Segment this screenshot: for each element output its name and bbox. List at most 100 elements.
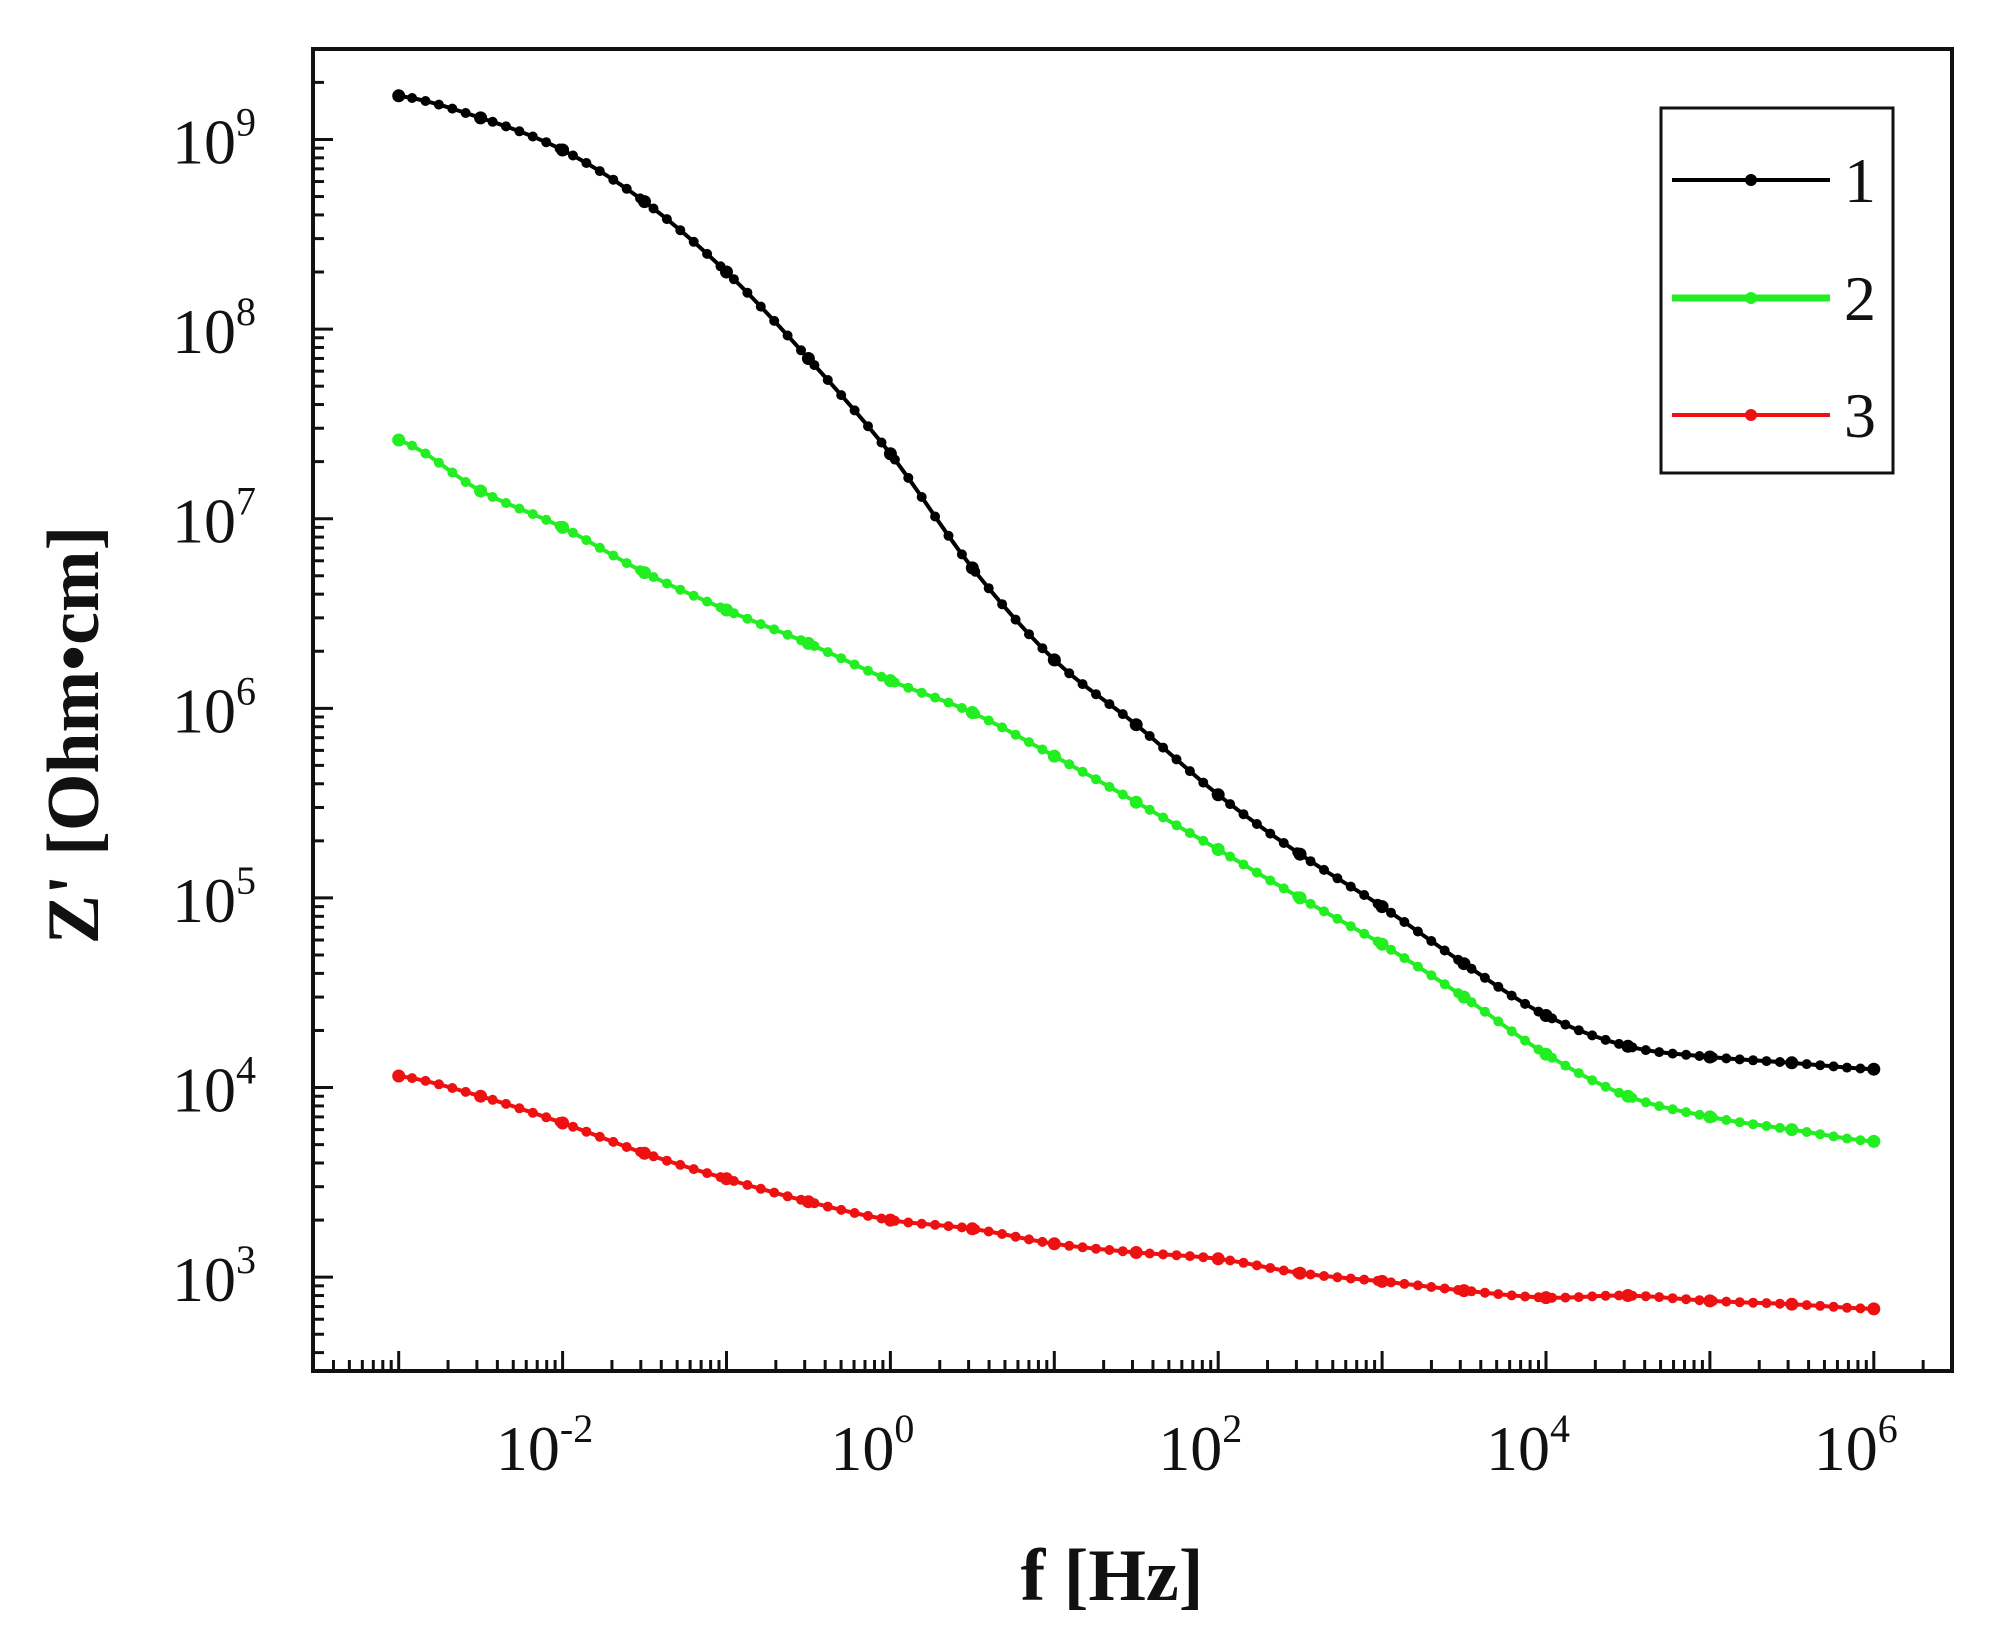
data-point	[769, 315, 780, 326]
data-point	[1828, 1301, 1839, 1312]
data-point	[1238, 809, 1249, 820]
legend-label-1: 1	[1844, 145, 1876, 216]
series-line-2	[397, 438, 1874, 1144]
y-tick-label-base: 10	[172, 1244, 236, 1315]
data-point	[447, 1083, 458, 1093]
data-point	[1332, 1272, 1343, 1283]
legend-box	[1659, 106, 1895, 475]
data-point	[1010, 1231, 1021, 1242]
data-point	[983, 715, 994, 726]
data-point	[1091, 689, 1101, 700]
data-point	[407, 440, 418, 451]
data-point	[755, 1183, 766, 1194]
x-tick-label-base: 10	[1486, 1413, 1550, 1484]
data-point	[581, 158, 592, 168]
data-point	[956, 549, 967, 560]
data-point	[1158, 742, 1169, 753]
data-marker	[1785, 1297, 1799, 1311]
data-marker	[638, 566, 651, 580]
data-marker	[883, 674, 897, 688]
data-point	[956, 1222, 967, 1233]
data-point	[581, 1126, 592, 1137]
data-marker	[1047, 749, 1061, 763]
data-point	[1037, 643, 1048, 654]
data-marker	[392, 1069, 406, 1083]
data-marker	[801, 636, 815, 650]
data-point	[568, 150, 578, 161]
data-point	[702, 248, 713, 259]
y-tick-label: 109	[172, 99, 256, 177]
x-tick-label: 106	[1814, 1406, 1898, 1484]
data-point	[688, 1164, 699, 1175]
data-point	[541, 514, 552, 525]
data-point	[1225, 851, 1236, 862]
data-marker	[801, 1195, 815, 1209]
y-tick-label: 104	[172, 1048, 256, 1126]
data-marker	[638, 195, 651, 209]
data-point	[1774, 1057, 1785, 1067]
data-point	[1319, 906, 1329, 917]
data-point	[1064, 759, 1075, 770]
data-point	[1426, 1282, 1437, 1292]
data-point	[514, 503, 525, 514]
data-point	[487, 116, 498, 127]
y-tick-label-exponent: 3	[236, 1237, 256, 1282]
data-point	[1721, 1053, 1732, 1064]
data-point	[541, 1112, 552, 1123]
data-point	[1117, 709, 1128, 720]
data-point	[849, 659, 860, 670]
data-point	[903, 1217, 914, 1228]
data-point	[594, 1131, 605, 1142]
data-point	[433, 99, 444, 110]
data-marker	[1867, 1134, 1881, 1148]
data-point	[460, 108, 471, 118]
data-marker	[883, 447, 897, 461]
data-point	[608, 550, 619, 561]
data-marker	[1785, 1056, 1799, 1070]
data-point	[836, 390, 847, 401]
data-point	[433, 1079, 444, 1090]
data-marker	[720, 265, 733, 279]
data-point	[1104, 699, 1115, 710]
data-point	[1600, 1290, 1611, 1301]
x-tick-label-exponent: 4	[1550, 1406, 1570, 1451]
data-point	[1412, 961, 1423, 972]
data-point	[769, 1187, 780, 1198]
data-point	[1520, 998, 1531, 1009]
data-point	[1801, 1127, 1812, 1137]
data-marker	[474, 111, 488, 125]
data-point	[1104, 781, 1115, 792]
data-marker	[1539, 1291, 1553, 1305]
data-point	[420, 96, 431, 106]
data-marker	[556, 1116, 570, 1130]
data-point	[836, 653, 847, 664]
data-point	[1332, 913, 1343, 924]
y-tick-label: 103	[172, 1237, 256, 1315]
data-point	[1506, 990, 1517, 1001]
data-point	[1721, 1115, 1732, 1125]
data-marker	[1621, 1289, 1635, 1302]
y-tick-label-exponent: 6	[236, 668, 256, 713]
series-3	[392, 1069, 1881, 1316]
data-point	[1251, 867, 1262, 878]
data-point	[1359, 890, 1370, 900]
x-tick-label-exponent: 0	[894, 1406, 914, 1451]
data-point	[1412, 1280, 1423, 1291]
data-point	[728, 274, 739, 285]
data-point	[568, 527, 578, 538]
data-point	[1386, 907, 1396, 918]
data-point	[983, 1226, 994, 1237]
data-point	[1667, 1048, 1678, 1059]
x-tick-label-base: 10	[496, 1413, 560, 1484]
data-point	[1359, 1274, 1370, 1285]
data-point	[1439, 945, 1450, 956]
y-tick-label-base: 10	[172, 106, 236, 177]
data-point	[1734, 1054, 1745, 1065]
data-point	[1077, 1242, 1088, 1253]
data-point	[876, 671, 887, 682]
data-point	[1184, 828, 1195, 838]
data-point	[1842, 1062, 1852, 1073]
data-point	[1305, 1269, 1316, 1280]
data-point	[1600, 1034, 1611, 1045]
